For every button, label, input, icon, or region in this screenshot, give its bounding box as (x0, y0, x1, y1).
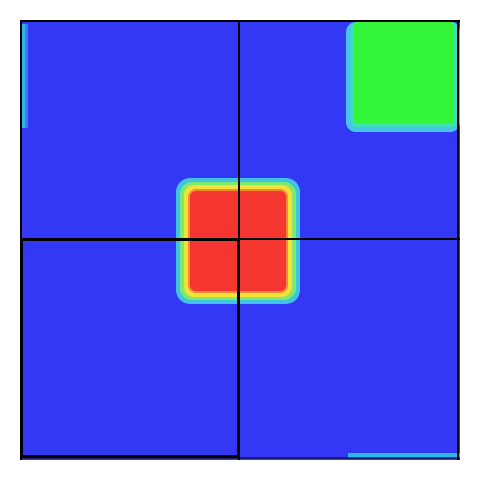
left-edge-heat-strip (20, 24, 26, 128)
game-board[interactable] (20, 20, 460, 460)
left-edge-heat-strip-fade (25, 24, 28, 128)
selected-cell-border[interactable] (20, 238, 240, 458)
board-canvas (20, 20, 460, 460)
green-block (346, 22, 460, 132)
bottom-edge-heat-strip (348, 453, 460, 458)
green-block-core (354, 22, 454, 123)
